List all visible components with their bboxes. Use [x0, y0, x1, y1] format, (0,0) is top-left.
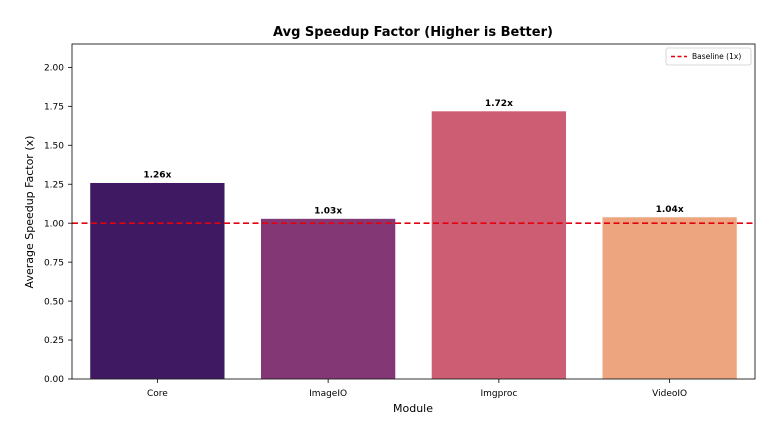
data-label-videoio: 1.04x — [656, 205, 684, 215]
bar-imgproc — [431, 110, 567, 380]
x-tick-label-imgproc: Imgproc — [480, 389, 517, 399]
y-tick-label: 2.00 — [44, 64, 64, 74]
data-label-imageio: 1.03x — [314, 207, 342, 217]
x-tick-label-imageio: ImageIO — [309, 389, 347, 399]
x-tick-label-core: Core — [147, 389, 168, 399]
x-tick-label-videoio: VideoIO — [652, 389, 687, 399]
y-tick-label: 1.00 — [44, 219, 64, 229]
y-tick-label: 0.00 — [44, 375, 64, 385]
y-tick-label: 0.25 — [44, 336, 64, 346]
data-label-core: 1.26x — [143, 171, 171, 181]
y-axis-label: Average Speedup Factor (x) — [23, 136, 36, 289]
y-tick-label: 0.50 — [44, 297, 64, 307]
y-tick-label: 1.50 — [44, 141, 64, 151]
x-axis-label: Module — [393, 402, 433, 415]
y-tick-label: 1.25 — [44, 180, 64, 190]
bar-videoio — [601, 216, 738, 380]
y-tick-label: 1.75 — [44, 103, 64, 113]
chart-title: Avg Speedup Factor (Higher is Better) — [273, 25, 553, 40]
legend-baseline-label: Baseline (1x) — [692, 52, 741, 61]
bar-imageio — [260, 218, 396, 380]
bar-core — [89, 182, 226, 380]
legend-box — [665, 47, 752, 66]
plot-frame — [71, 43, 756, 380]
data-label-imgproc: 1.72x — [485, 99, 513, 109]
y-tick-label: 0.75 — [44, 258, 64, 268]
